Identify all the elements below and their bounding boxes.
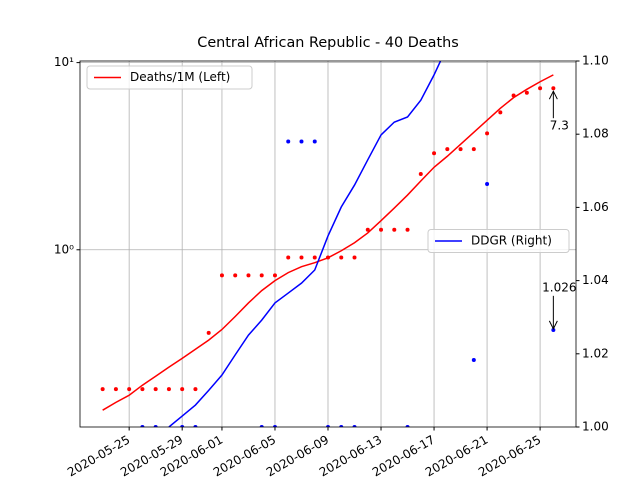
data-point: [299, 255, 304, 260]
data-point: [113, 387, 118, 392]
legend-label: DDGR (Right): [471, 234, 552, 248]
data-point: [339, 255, 344, 260]
plot-area: [100, 61, 556, 427]
data-point: [193, 387, 198, 392]
legend-box: [86, 65, 253, 90]
data-point: [379, 227, 384, 232]
data-point: [365, 227, 370, 232]
y2-tick-label: 1.02: [582, 346, 609, 360]
data-point: [233, 273, 238, 278]
data-point: [272, 425, 277, 427]
data-point: [326, 425, 330, 427]
data-point: [352, 255, 357, 260]
series-line: [168, 61, 442, 427]
data-point: [551, 86, 556, 91]
data-point: [140, 425, 145, 427]
y-tick-label: 10⁰: [54, 242, 74, 256]
annotation: 1.026: [542, 280, 576, 294]
y2-tick-label: 1.10: [582, 54, 609, 68]
data-point: [166, 387, 171, 392]
data-point: [538, 86, 543, 91]
data-point: [180, 425, 185, 427]
data-point: [286, 139, 291, 144]
data-point: [471, 358, 476, 363]
data-point: [471, 147, 476, 152]
data-point: [206, 330, 211, 335]
data-point: [272, 273, 277, 278]
data-point: [485, 181, 490, 186]
data-point: [326, 255, 330, 260]
data-point: [286, 255, 291, 260]
data-point: [551, 328, 556, 333]
y-tick-label: 10¹: [54, 55, 74, 69]
data-point: [405, 425, 410, 427]
data-point: [405, 227, 410, 232]
data-point: [153, 425, 158, 427]
data-point: [445, 147, 450, 152]
data-point: [418, 172, 423, 177]
y2-tick-label: 1.00: [582, 420, 609, 434]
legend-label: Deaths/1M (Left): [130, 70, 230, 84]
data-point: [485, 131, 490, 136]
data-point: [140, 387, 145, 392]
data-point: [259, 273, 264, 278]
data-point: [299, 139, 304, 144]
data-point: [153, 387, 158, 392]
arrow-head: [548, 320, 558, 330]
chart-title: Central African Republic - 40 Deaths: [197, 35, 458, 51]
data-point: [259, 425, 264, 427]
data-point: [352, 425, 357, 427]
data-point: [312, 255, 317, 260]
annotation: 7.3: [550, 119, 569, 133]
plot-frame: [79, 60, 577, 428]
y2-tick-label: 1.08: [582, 127, 609, 141]
y2-tick-label: 1.04: [582, 273, 609, 287]
data-point: [392, 227, 397, 232]
data-point: [498, 110, 503, 115]
arrow-head: [548, 90, 558, 100]
data-point: [100, 387, 105, 392]
data-point: [432, 151, 437, 156]
data-point: [219, 273, 224, 278]
legend-box: [427, 229, 570, 253]
y2-tick-label: 1.06: [582, 200, 609, 214]
data-point: [246, 273, 251, 278]
data-point: [339, 425, 344, 427]
data-point: [180, 387, 185, 392]
data-point: [312, 139, 317, 144]
data-point: [458, 147, 463, 152]
data-point: [127, 387, 132, 392]
data-point: [193, 425, 198, 427]
data-point: [511, 93, 516, 98]
data-point: [524, 90, 529, 95]
